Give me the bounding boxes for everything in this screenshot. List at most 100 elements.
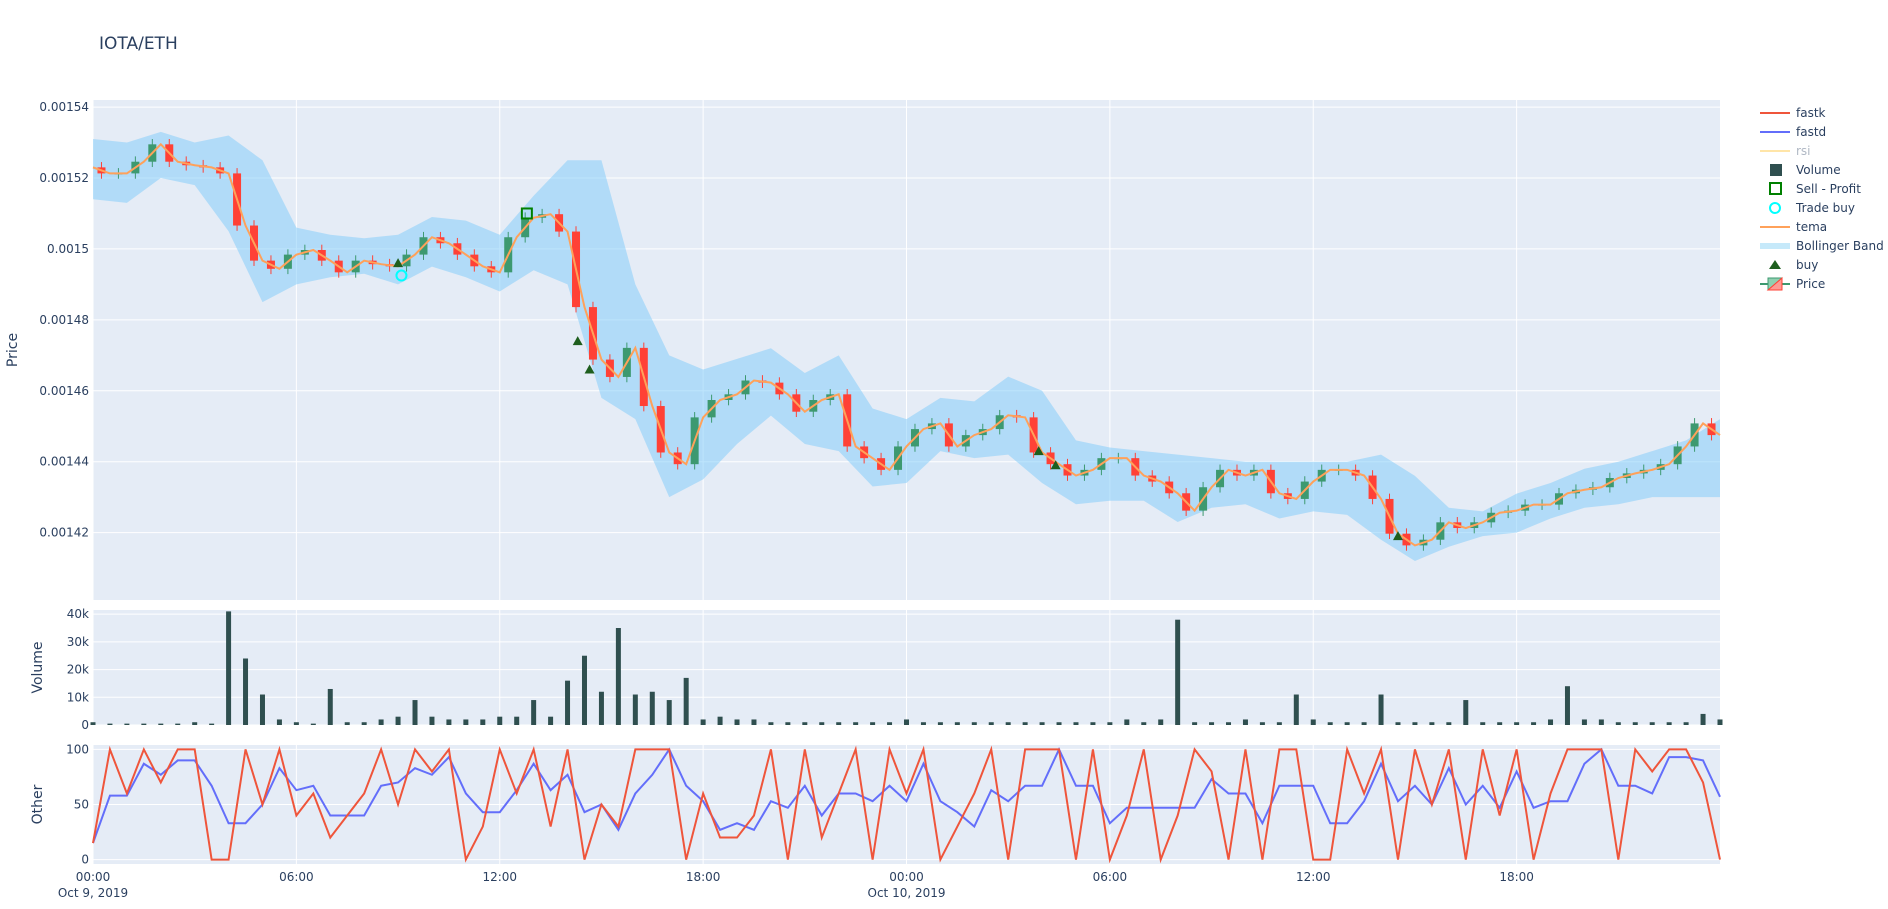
volume-bar — [1022, 722, 1028, 725]
volume-bar — [785, 722, 791, 725]
band-icon — [1760, 243, 1790, 249]
chart-title: IOTA/ETH — [99, 34, 178, 54]
buy-marker — [1033, 446, 1044, 456]
y-tick-label: 20k — [67, 663, 89, 677]
volume-bar — [700, 719, 706, 725]
volume-bar — [480, 719, 486, 725]
legend-item-volume[interactable]: Volume — [1770, 163, 1841, 177]
legend-label: Trade buy — [1795, 201, 1855, 215]
volume-bar — [1395, 722, 1401, 725]
volume-bar — [802, 722, 808, 725]
volume-bar — [259, 694, 265, 725]
y-tick-label: 0.00146 — [39, 384, 89, 398]
volume-bar — [1446, 722, 1452, 725]
fastd-line — [92, 747, 1721, 844]
volume-bar — [1581, 719, 1587, 725]
volume-bar — [649, 691, 655, 725]
volume-bar — [1209, 722, 1215, 725]
volume-bar — [1293, 694, 1299, 725]
x-tick-label: 06:00 — [1093, 870, 1128, 884]
volume-bar — [497, 716, 503, 725]
buy-marker — [1392, 531, 1403, 541]
legend-item-rsi[interactable]: rsi — [1760, 144, 1811, 158]
volume-bar — [988, 722, 994, 725]
volume-bar — [361, 722, 367, 725]
trade-buy-marker — [395, 269, 408, 282]
legend: fastk fastd rsi Volume Sell - Profit Trade bu… — [1760, 106, 1884, 291]
legend-item-bollinger-band[interactable]: Bollinger Band — [1760, 239, 1884, 253]
volume-bar — [920, 722, 926, 725]
volume_panel-ylabel: Volume — [30, 641, 46, 693]
volume-bar — [1531, 722, 1537, 725]
legend-item-buy[interactable]: buy — [1769, 258, 1818, 272]
volume-bar — [1480, 722, 1486, 725]
volume-bar — [1124, 719, 1130, 725]
legend-label: fastd — [1796, 125, 1826, 139]
volume-bar — [446, 719, 452, 725]
y-tick-label: 40k — [67, 607, 89, 621]
volume-bar — [1226, 722, 1232, 725]
volume-bar — [937, 722, 943, 725]
volume-bar — [429, 716, 435, 725]
volume-bar — [1310, 719, 1316, 725]
volume-bar — [1429, 722, 1435, 725]
x-tick-sublabel: Oct 10, 2019 — [868, 886, 946, 900]
other_panel-ylabel: Other — [30, 784, 46, 824]
x-tick-label: 18:00 — [1499, 870, 1534, 884]
price_panel-ylabel: Price — [5, 333, 21, 367]
volume-bar — [1412, 722, 1418, 725]
volume-bar — [971, 722, 977, 725]
volume-bar — [1632, 722, 1638, 725]
y-tick-label: 50 — [74, 798, 89, 812]
tema-line — [92, 142, 1721, 547]
legend-label: buy — [1796, 258, 1818, 272]
volume-bar — [717, 716, 723, 725]
buy-marker — [393, 258, 404, 268]
volume-bar — [581, 655, 587, 725]
volume-bar — [412, 700, 418, 725]
volume-bar — [836, 722, 842, 725]
volume-bar — [395, 716, 401, 725]
volume-bar — [1276, 722, 1282, 725]
volume-bar — [1192, 722, 1198, 725]
legend-item-fastk[interactable]: fastk — [1760, 106, 1826, 120]
legend-item-tema[interactable]: tema — [1760, 220, 1827, 234]
volume-bar — [565, 680, 571, 725]
y-tick-label: 10k — [67, 690, 89, 704]
bollinger-band — [93, 131, 1720, 561]
volume-bar — [683, 677, 689, 725]
sell-profit-marker — [520, 207, 533, 220]
legend-item-price[interactable]: Price — [1760, 276, 1825, 291]
y-tick-label: 0.00148 — [39, 313, 89, 327]
volume-bar — [293, 722, 299, 725]
x-tick-label: 12:00 — [482, 870, 517, 884]
volume-bar — [1717, 719, 1723, 725]
volume-bar — [1497, 722, 1503, 725]
legend-item-fastd[interactable]: fastd — [1760, 125, 1826, 139]
legend-label: Price — [1796, 277, 1825, 291]
y-tick-label: 0.00152 — [39, 171, 89, 185]
buy-marker — [1050, 460, 1061, 470]
volume-bar — [870, 722, 876, 725]
volume-bar — [1463, 700, 1469, 725]
y-tick-label: 100 — [66, 742, 89, 756]
volume-bar — [887, 722, 893, 725]
y-tick-label: 30k — [67, 635, 89, 649]
x-tick-label: 06:00 — [279, 870, 314, 884]
buy-marker — [572, 336, 583, 346]
legend-item-sell-profit[interactable]: Sell - Profit — [1769, 182, 1861, 196]
legend-label: Sell - Profit — [1796, 182, 1861, 196]
volume-bar — [548, 716, 554, 725]
x-tick-label: 18:00 — [686, 870, 721, 884]
legend-item-trade-buy[interactable]: Trade buy — [1769, 201, 1855, 215]
volume-bar — [1005, 722, 1011, 725]
square-icon — [1770, 164, 1782, 176]
volume-bar — [378, 719, 384, 725]
x-tick-label: 00:00 — [76, 870, 111, 884]
volume-bar — [1683, 722, 1689, 725]
legend-label: Volume — [1796, 163, 1841, 177]
volume-bar — [531, 700, 537, 725]
volume-bar — [209, 723, 215, 725]
volume-bar — [1598, 719, 1604, 725]
volume-bar — [1056, 722, 1062, 725]
